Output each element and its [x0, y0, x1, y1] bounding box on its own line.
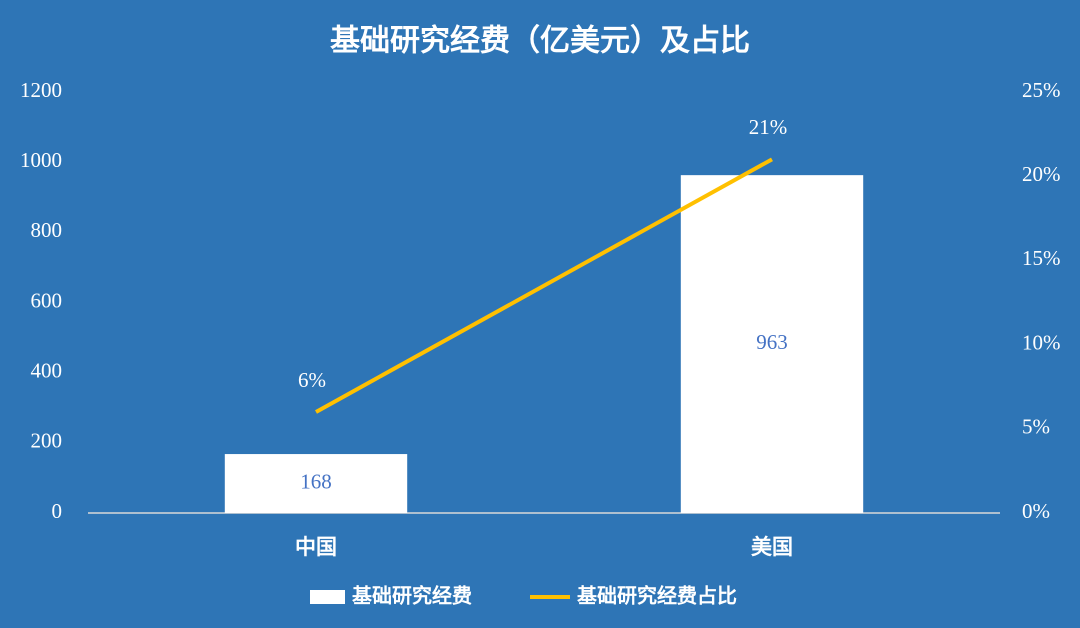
- bar: [680, 175, 864, 513]
- bar: [224, 454, 408, 513]
- y-tick-label: 1000: [20, 148, 62, 172]
- line: [315, 157, 773, 414]
- legend-label: 基础研究经费: [352, 584, 472, 608]
- y-tick-label: 200: [31, 429, 63, 453]
- y-tick-label: 1200: [20, 78, 62, 102]
- data-label: 168: [300, 469, 332, 493]
- y2-tick-label: 10%: [1022, 330, 1061, 354]
- y2-tick-label: 15%: [1022, 246, 1061, 270]
- y-tick-label: 600: [31, 288, 63, 312]
- x-tick-label: 中国: [295, 535, 337, 559]
- y-tick-label: 400: [31, 358, 63, 382]
- data-label: 6%: [298, 368, 326, 392]
- x-tick-label: 美国: [751, 535, 793, 559]
- y-tick-label: 800: [31, 218, 63, 242]
- legend-swatch: [310, 590, 345, 604]
- y2-tick-label: 25%: [1022, 78, 1061, 102]
- legend-label: 基础研究经费占比: [577, 584, 737, 608]
- data-label: 963: [756, 330, 788, 354]
- y-tick-label: 0: [52, 499, 63, 523]
- y2-tick-label: 0%: [1022, 499, 1050, 523]
- y2-tick-label: 5%: [1022, 415, 1050, 439]
- chart-title: 基础研究经费（亿美元）及占比: [330, 24, 750, 59]
- y2-tick-label: 20%: [1022, 162, 1061, 186]
- data-label: 21%: [749, 115, 788, 139]
